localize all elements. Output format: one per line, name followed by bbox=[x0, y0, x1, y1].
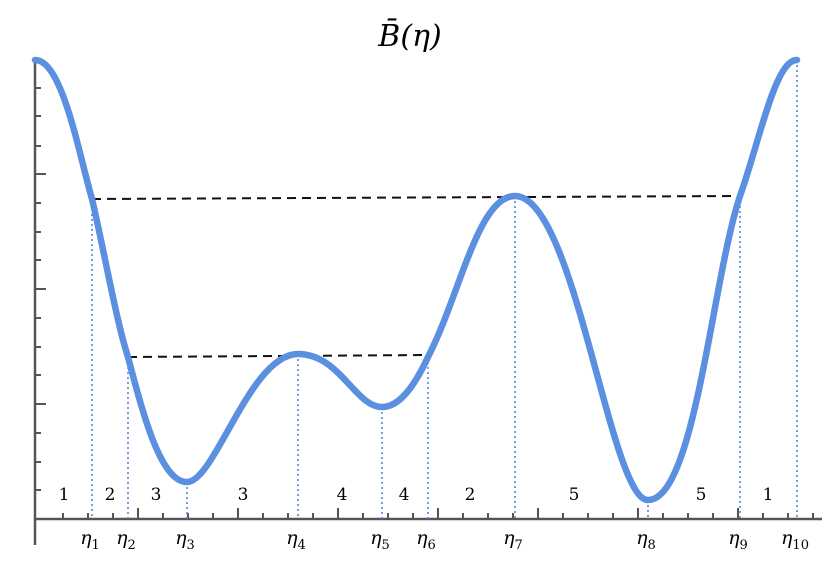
eta-label-9: η9 bbox=[728, 527, 748, 553]
region-label-10: 1 bbox=[763, 485, 774, 505]
eta-label-5: η5 bbox=[370, 527, 390, 553]
region-label-6: 4 bbox=[399, 485, 410, 505]
region-label-2: 2 bbox=[105, 485, 116, 505]
region-label-3: 3 bbox=[151, 485, 162, 505]
eta-label-4: η4 bbox=[286, 527, 306, 553]
eta-guides bbox=[91, 60, 798, 519]
eta-labels: η1 η2 η3 η4 η5 η6 η7 η8 η9 η10 bbox=[80, 527, 809, 553]
region-label-5: 4 bbox=[337, 485, 348, 505]
lower-dashed-line bbox=[127, 354, 429, 358]
b-bar-curve bbox=[31, 56, 801, 504]
y-ticks bbox=[35, 87, 46, 491]
eta-label-6: η6 bbox=[416, 527, 436, 553]
eta-label-2: η2 bbox=[116, 527, 136, 553]
region-label-4: 3 bbox=[238, 485, 249, 505]
x-ticks bbox=[62, 508, 814, 519]
region-label-9: 5 bbox=[696, 485, 707, 505]
eta-label-7: η7 bbox=[503, 527, 523, 553]
eta-label-3: η3 bbox=[175, 527, 195, 553]
axes bbox=[33, 58, 822, 545]
eta-label-8: η8 bbox=[636, 527, 656, 553]
eta-label-1: η1 bbox=[80, 527, 100, 553]
diagram-title: B̄(η) bbox=[377, 18, 441, 54]
upper-dashed-line bbox=[91, 195, 741, 200]
region-label-1: 1 bbox=[59, 485, 70, 505]
region-labels: 1 2 3 3 4 4 2 5 5 1 bbox=[59, 485, 774, 505]
region-label-7: 2 bbox=[465, 485, 476, 505]
eta-label-10: η10 bbox=[781, 527, 809, 553]
region-label-8: 5 bbox=[569, 485, 580, 505]
